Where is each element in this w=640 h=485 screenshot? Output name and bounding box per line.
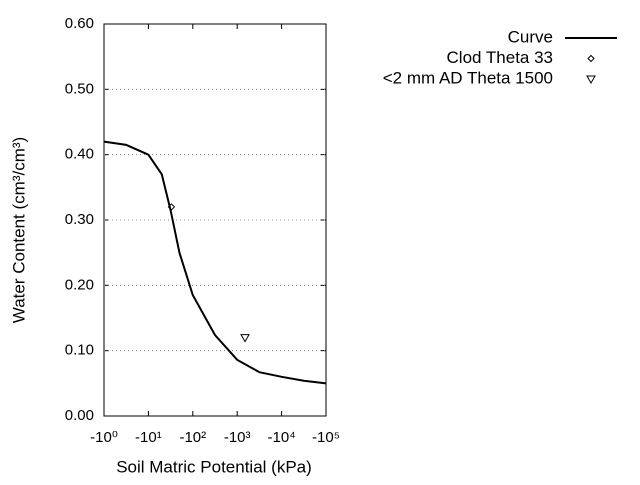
x-tick-label: -10³ xyxy=(224,429,251,446)
triangle-marker xyxy=(586,75,596,85)
y-axis-label: Water Content (cm³/cm³) xyxy=(9,137,28,323)
triangle-marker xyxy=(240,334,250,343)
diamond-marker xyxy=(587,54,595,63)
x-tick-label: -10⁵ xyxy=(312,429,340,446)
diamond-marker xyxy=(167,203,176,211)
x-tick-label: -10⁴ xyxy=(268,429,296,446)
legend-label: <2 mm AD Theta 1500 xyxy=(383,68,553,87)
x-axis-label: Soil Matric Potential (kPa) xyxy=(116,457,312,476)
legend-label: Curve xyxy=(508,27,553,46)
y-tick-label: 0.00 xyxy=(65,407,94,424)
y-tick-label: 0.50 xyxy=(65,80,94,97)
x-tick-label: -10⁰ xyxy=(90,429,118,446)
x-tick-label: -10² xyxy=(179,429,206,446)
y-tick-label: 0.20 xyxy=(65,276,94,293)
y-tick-label: 0.30 xyxy=(65,211,94,228)
x-tick-label: -10¹ xyxy=(135,429,162,446)
legend-label: Clod Theta 33 xyxy=(447,48,553,67)
y-tick-label: 0.10 xyxy=(65,342,94,359)
y-tick-label: 0.40 xyxy=(65,146,94,163)
y-tick-label: 0.60 xyxy=(65,15,94,32)
curve-line xyxy=(103,140,327,385)
